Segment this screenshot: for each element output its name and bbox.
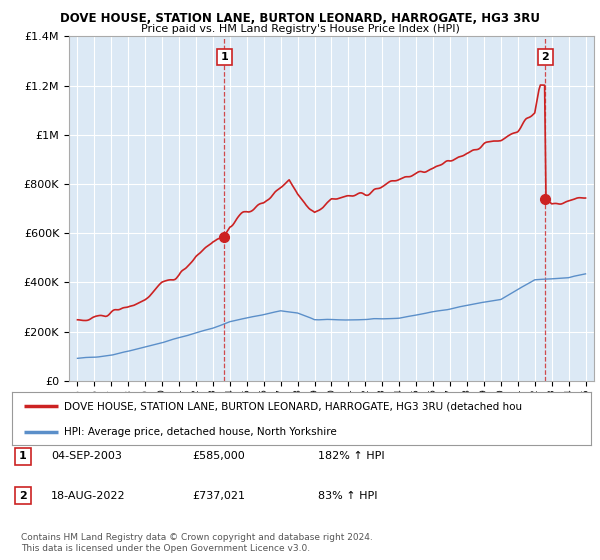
Text: 18-AUG-2022: 18-AUG-2022 [51, 491, 125, 501]
Text: 2: 2 [19, 491, 26, 501]
Text: 1: 1 [220, 52, 228, 62]
Text: Contains HM Land Registry data © Crown copyright and database right 2024.
This d: Contains HM Land Registry data © Crown c… [21, 533, 373, 553]
Text: 2: 2 [542, 52, 549, 62]
Text: 83% ↑ HPI: 83% ↑ HPI [318, 491, 377, 501]
Text: HPI: Average price, detached house, North Yorkshire: HPI: Average price, detached house, Nort… [64, 427, 337, 437]
Text: £585,000: £585,000 [192, 451, 245, 461]
Text: DOVE HOUSE, STATION LANE, BURTON LEONARD, HARROGATE, HG3 3RU: DOVE HOUSE, STATION LANE, BURTON LEONARD… [60, 12, 540, 25]
Text: £737,021: £737,021 [192, 491, 245, 501]
Text: 1: 1 [19, 451, 26, 461]
Text: DOVE HOUSE, STATION LANE, BURTON LEONARD, HARROGATE, HG3 3RU (detached hou: DOVE HOUSE, STATION LANE, BURTON LEONARD… [64, 402, 522, 412]
Text: 04-SEP-2003: 04-SEP-2003 [51, 451, 122, 461]
Text: 182% ↑ HPI: 182% ↑ HPI [318, 451, 385, 461]
Text: Price paid vs. HM Land Registry's House Price Index (HPI): Price paid vs. HM Land Registry's House … [140, 24, 460, 34]
